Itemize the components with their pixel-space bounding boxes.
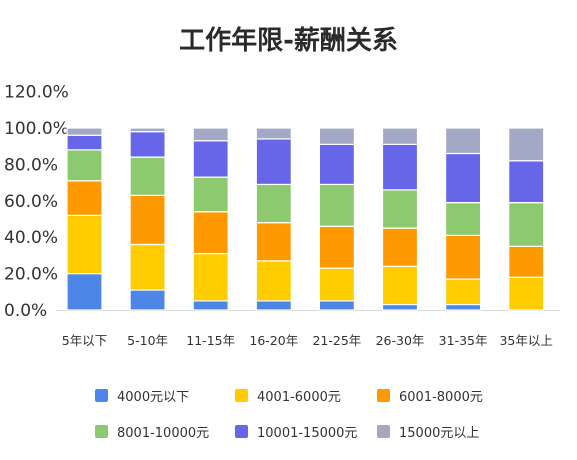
x-tick-label: 5年以下 xyxy=(62,333,107,348)
legend-label: 6001-8000元 xyxy=(399,390,483,405)
bar-segment xyxy=(445,303,482,311)
bar-segment xyxy=(66,273,103,311)
bar-segment xyxy=(445,234,482,280)
bar-segment xyxy=(445,202,482,236)
bar-segment xyxy=(192,300,229,311)
bar-segment xyxy=(192,127,229,142)
bar-segment xyxy=(318,267,355,302)
bar-segment xyxy=(66,127,103,136)
bar-segment xyxy=(255,127,292,140)
legend-label: 10001-15000元 xyxy=(257,426,357,441)
bar-segment xyxy=(255,222,292,262)
bar-segment xyxy=(381,189,419,229)
bar-segment xyxy=(255,183,292,224)
legend-label: 4001-6000元 xyxy=(257,390,341,405)
x-tick-label: 35年以上 xyxy=(499,333,552,348)
x-tick-label: 5-10年 xyxy=(127,333,168,348)
bar-segment xyxy=(192,211,229,255)
y-tick-label: 80.0% xyxy=(4,155,58,175)
bar-segment xyxy=(445,127,482,155)
bar-segment xyxy=(318,225,355,269)
bar-segment xyxy=(129,131,166,158)
bar-segment xyxy=(445,278,482,306)
legend-swatch xyxy=(377,389,390,402)
bar-segment xyxy=(129,194,166,246)
bar-segment xyxy=(381,143,419,191)
legend-label: 8001-10000元 xyxy=(117,426,209,441)
legend-swatch xyxy=(95,389,108,402)
bar-segment xyxy=(318,143,355,186)
x-tick-label: 11-15年 xyxy=(186,333,235,348)
bar-segment xyxy=(66,134,103,151)
bar-segment xyxy=(255,300,292,311)
bar-segment xyxy=(66,149,103,182)
bar-segment xyxy=(255,138,292,186)
legend-swatch xyxy=(95,425,108,438)
bar-segment xyxy=(129,289,166,311)
x-tick-label: 26-30年 xyxy=(376,333,425,348)
x-tick-label: 31-35年 xyxy=(439,333,488,348)
legend-swatch xyxy=(235,425,248,438)
bar-segment xyxy=(508,276,545,311)
bar-segment xyxy=(508,245,545,278)
bar-segment xyxy=(192,252,229,302)
y-tick-label: 0.0% xyxy=(4,301,47,321)
y-tick-label: 40.0% xyxy=(4,228,58,248)
legend-label: 15000元以上 xyxy=(399,426,479,441)
legend-swatch xyxy=(377,425,390,438)
bar-segment xyxy=(508,202,545,247)
bar-segment xyxy=(381,127,419,145)
bar-segment xyxy=(318,127,355,145)
bar-segment xyxy=(129,127,166,133)
x-tick-label: 16-20年 xyxy=(249,333,298,348)
bar-segment xyxy=(318,300,355,311)
bar-segment xyxy=(508,160,545,204)
bar-segment xyxy=(381,303,419,311)
chart-title: 工作年限-薪酬关系 xyxy=(179,26,398,56)
bar-segment xyxy=(129,156,166,196)
bar-segment xyxy=(381,265,419,306)
bar-segment xyxy=(192,140,229,178)
bar-segment xyxy=(66,180,103,216)
bar-segment xyxy=(381,227,419,267)
x-tick-label: 21-25年 xyxy=(312,333,361,348)
y-tick-label: 60.0% xyxy=(4,192,58,212)
bar-segment xyxy=(66,214,103,275)
bar-segment xyxy=(445,152,482,204)
bar-segment xyxy=(129,243,166,291)
legend-label: 4000元以下 xyxy=(117,390,189,405)
y-tick-label: 100.0% xyxy=(4,119,69,139)
bar-segment xyxy=(508,127,545,162)
legend-swatch xyxy=(235,389,248,402)
y-tick-label: 120.0% xyxy=(4,83,69,103)
bar-segment xyxy=(255,260,292,302)
y-tick-label: 20.0% xyxy=(4,265,58,285)
bar-segment xyxy=(318,183,355,227)
bar-segment xyxy=(192,176,229,213)
